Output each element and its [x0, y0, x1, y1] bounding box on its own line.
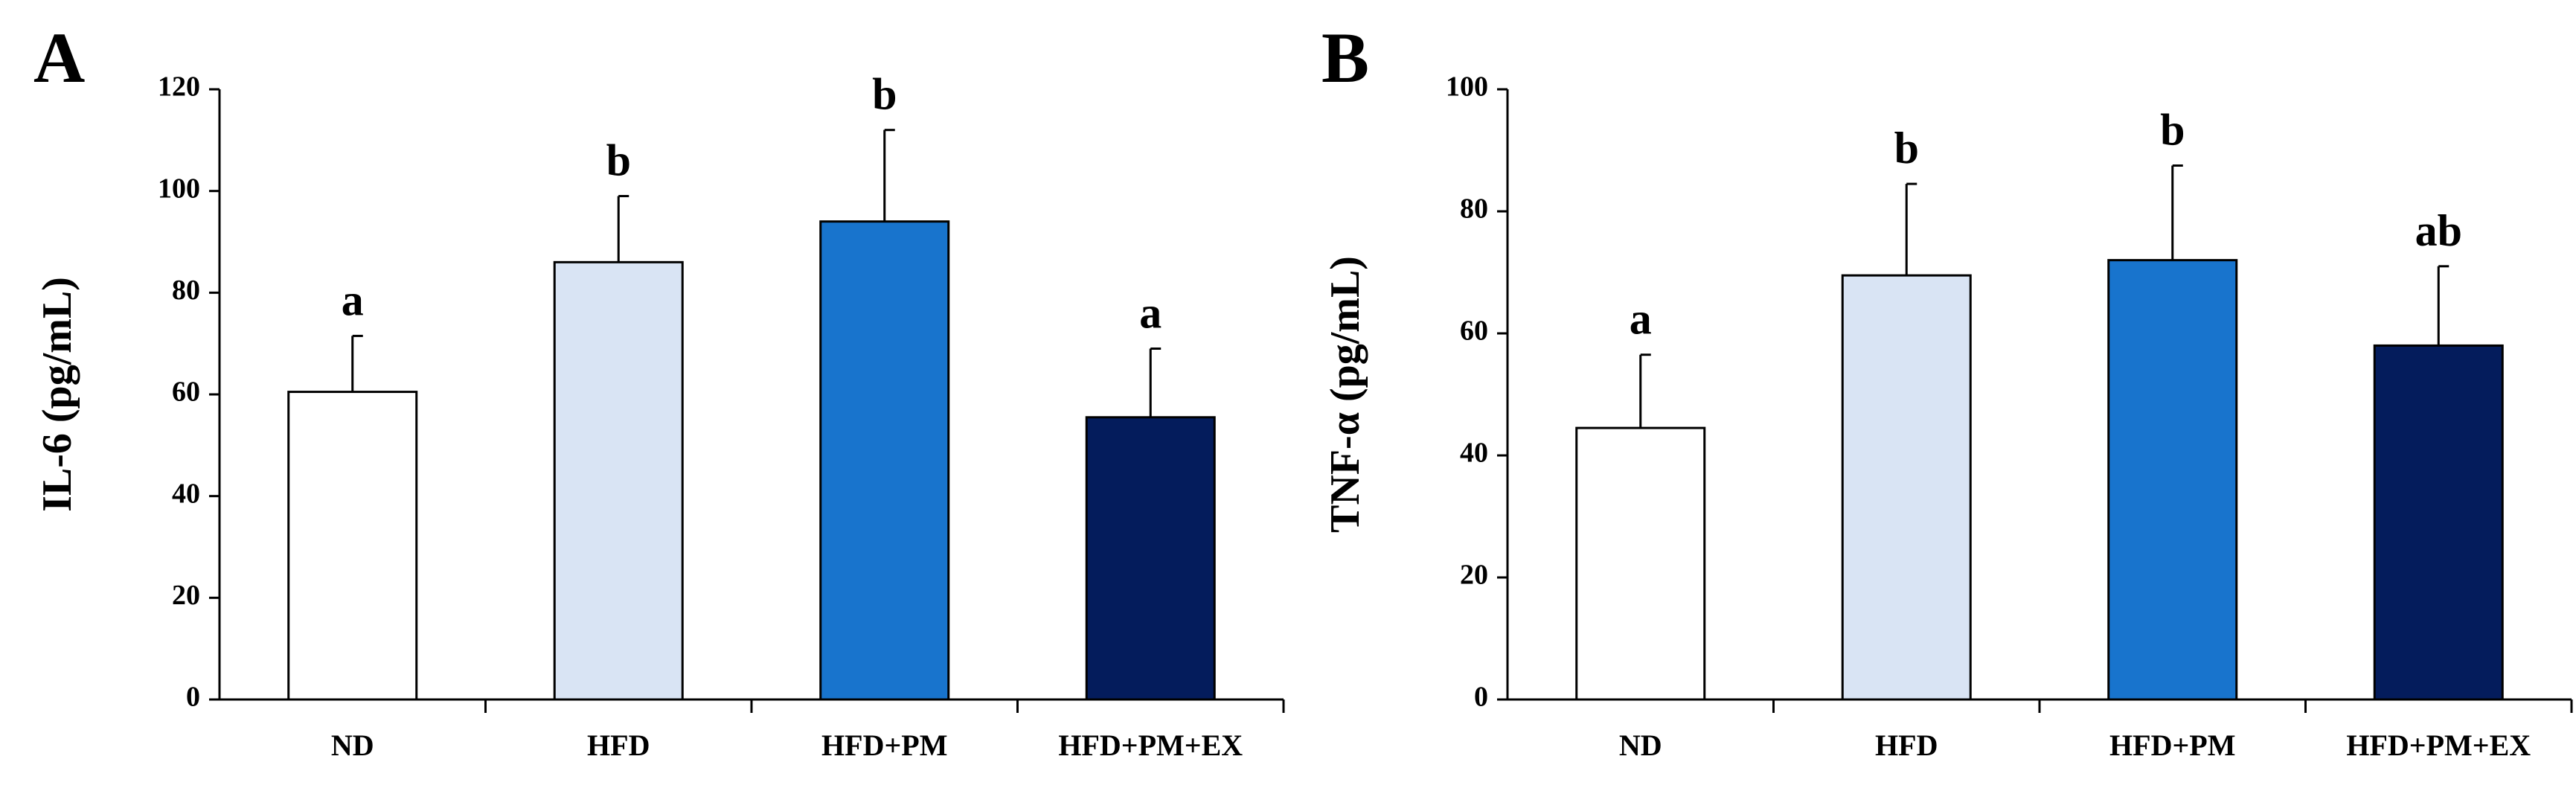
y-tick-label: 40 — [172, 478, 200, 509]
category-label: ND — [331, 729, 374, 762]
panel-label: B — [1321, 18, 1369, 97]
significance-label: a — [1139, 289, 1162, 338]
significance-label: a — [1630, 295, 1652, 344]
bar — [2107, 259, 2238, 701]
y-tick-label: 60 — [172, 377, 200, 408]
y-tick-label: 60 — [1460, 316, 1488, 347]
y-tick-label: 100 — [1446, 71, 1488, 103]
y-tick-label: 120 — [158, 71, 200, 103]
bar — [2373, 344, 2504, 701]
y-tick-label: 40 — [1460, 438, 1488, 469]
category-label: HFD+PM — [2109, 729, 2235, 762]
bar — [553, 260, 684, 701]
y-axis-title: IL-6 (pg/mL) — [34, 277, 80, 512]
bar — [1575, 426, 1706, 701]
significance-label: b — [2160, 106, 2185, 155]
bar — [1085, 416, 1216, 701]
category-label: HFD+PM+EX — [1058, 729, 1243, 762]
y-tick-label: 80 — [172, 275, 200, 306]
chart-panel-a: A IL-6 (pg/mL) 0 20 40 60 80 100 120 a ND b HFD b HFD+… — [33, 18, 1285, 762]
significance-label: b — [872, 70, 897, 119]
bar — [819, 220, 950, 701]
panel-label: A — [33, 18, 85, 97]
y-axis-title: TNF-α (pg/mL) — [1322, 256, 1368, 533]
significance-label: ab — [2415, 206, 2462, 255]
significance-label: b — [1894, 124, 1919, 173]
y-tick-label: 0 — [1474, 682, 1488, 713]
y-tick-label: 80 — [1460, 193, 1488, 225]
y-tick-label: 100 — [158, 173, 200, 204]
category-label: ND — [1619, 729, 1662, 762]
category-label: HFD+PM+EX — [2346, 729, 2531, 762]
category-label: HFD — [587, 729, 650, 762]
y-tick-label: 20 — [172, 580, 200, 611]
bar — [287, 391, 418, 701]
y-tick-label: 0 — [186, 682, 200, 713]
y-tick-label: 20 — [1460, 560, 1488, 591]
category-label: HFD+PM — [821, 729, 947, 762]
bar — [1841, 274, 1972, 701]
significance-label: b — [606, 136, 631, 185]
category-label: HFD — [1875, 729, 1938, 762]
significance-label: a — [342, 275, 364, 324]
chart-panel-b: B TNF-α (pg/mL) 0 20 40 60 80 100 a ND b HFD b HFD+PM… — [1321, 18, 2573, 762]
